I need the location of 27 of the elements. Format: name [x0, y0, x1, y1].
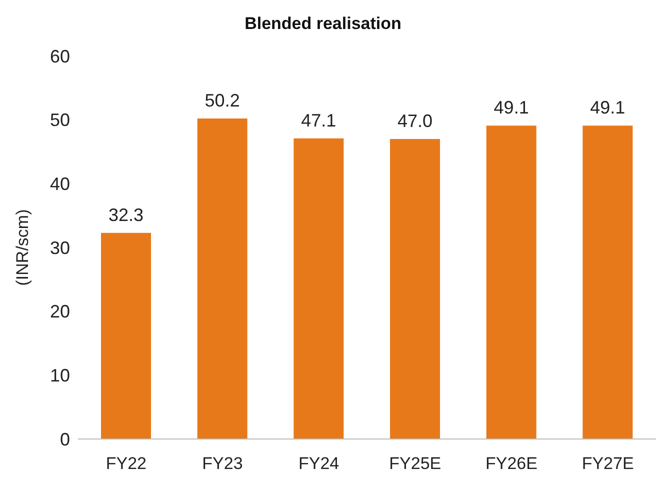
y-tick-label: 50: [50, 110, 70, 130]
bar: [486, 126, 536, 439]
y-tick-label: 60: [50, 46, 70, 66]
chart-title: Blended realisation: [244, 14, 402, 34]
x-tick-label: FY24: [298, 454, 340, 474]
bar: [197, 118, 248, 439]
y-tick-label: 10: [50, 366, 70, 386]
x-tick-label: FY25E: [389, 454, 442, 474]
x-tick-label: FY27E: [582, 454, 634, 474]
y-tick-label: 0: [60, 429, 70, 450]
data-label: 50.2: [204, 90, 240, 111]
data-label: 32.3: [108, 204, 144, 225]
y-tick-label: 40: [50, 174, 70, 194]
bar: [101, 232, 151, 439]
data-label: 49.1: [590, 98, 626, 118]
y-axis-title: (INR/scm): [13, 209, 32, 286]
data-label: 47.1: [301, 110, 336, 130]
bar: [582, 126, 633, 439]
bar: [390, 138, 440, 439]
y-tick-label: 20: [50, 302, 70, 322]
x-tick-label: FY26E: [486, 454, 538, 474]
data-label: 47.0: [397, 110, 433, 131]
bar: [294, 138, 344, 439]
x-tick-label: FY22: [106, 454, 146, 474]
x-tick-label: FY23: [202, 454, 243, 474]
data-label: 49.1: [494, 98, 529, 118]
y-tick-label: 30: [50, 238, 70, 258]
